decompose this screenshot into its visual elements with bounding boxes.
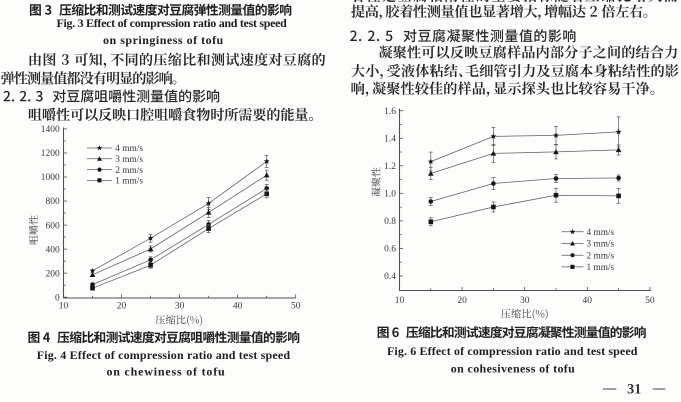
svg-text:10: 10 — [59, 302, 69, 312]
svg-text:50: 50 — [291, 302, 301, 312]
svg-text:1 mm/s: 1 mm/s — [115, 177, 143, 187]
svg-text:1.2: 1.2 — [384, 162, 396, 172]
svg-text:2 mm/s: 2 mm/s — [115, 166, 143, 176]
svg-text:1200: 1200 — [41, 149, 60, 159]
svg-text:10: 10 — [395, 296, 405, 306]
svg-text:4 mm/s: 4 mm/s — [587, 228, 615, 238]
svg-text:800: 800 — [46, 197, 61, 207]
svg-text:3 mm/s: 3 mm/s — [587, 240, 615, 250]
svg-text:31: 31 — [627, 382, 641, 398]
svg-text:20: 20 — [117, 302, 127, 312]
svg-text:1.4: 1.4 — [384, 135, 396, 145]
svg-text:0.4: 0.4 — [384, 272, 396, 282]
svg-text:on springiness of tofu: on springiness of tofu — [103, 33, 224, 47]
svg-text:1.0: 1.0 — [384, 190, 396, 200]
svg-text:0.6: 0.6 — [384, 245, 396, 255]
svg-text:50: 50 — [645, 296, 655, 306]
svg-text:2 mm/s: 2 mm/s — [587, 251, 615, 261]
svg-text:4 mm/s: 4 mm/s — [115, 144, 143, 154]
svg-text:Fig. 6 Effect of compression r: Fig. 6 Effect of compression ratio and t… — [387, 344, 638, 358]
svg-text:1000: 1000 — [41, 173, 60, 183]
svg-text:0.8: 0.8 — [384, 217, 396, 227]
svg-text:Fig. 4 Effect of compression r: Fig. 4 Effect of compression ratio and t… — [37, 348, 291, 362]
svg-text:20: 20 — [457, 296, 467, 306]
svg-text:600: 600 — [46, 221, 61, 231]
svg-text:1400: 1400 — [41, 125, 60, 135]
svg-text:400: 400 — [46, 245, 61, 255]
svg-text:200: 200 — [46, 269, 61, 279]
svg-text:30: 30 — [520, 296, 530, 306]
svg-text:1 mm/s: 1 mm/s — [587, 263, 615, 273]
svg-text:40: 40 — [233, 302, 243, 312]
svg-text:0: 0 — [55, 293, 60, 303]
svg-text:on cohesiveness of tofu: on cohesiveness of tofu — [451, 362, 575, 376]
svg-text:30: 30 — [175, 302, 185, 312]
svg-text:Fig. 3 Effect of compression r: Fig. 3 Effect of compression ratio and t… — [56, 16, 287, 30]
svg-text:on chewiness of tofu: on chewiness of tofu — [106, 365, 225, 379]
svg-text:40: 40 — [583, 296, 593, 306]
svg-text:3 mm/s: 3 mm/s — [115, 155, 143, 165]
svg-text:1.6: 1.6 — [384, 107, 396, 117]
